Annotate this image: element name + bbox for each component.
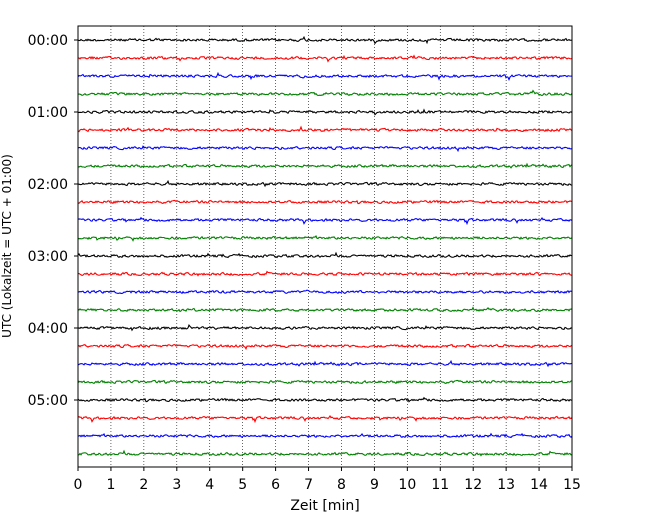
- y-tick-label: 02:00: [28, 177, 68, 193]
- trace-line: [77, 449, 573, 457]
- trace-line: [77, 35, 573, 45]
- trace-line: [77, 289, 573, 295]
- plot-frame: [77, 25, 573, 468]
- x-axis-ticks: 0 1 2 3 4 5 6 7 8 9 10 11 12 13 14 15: [74, 467, 581, 493]
- trace-line: [77, 54, 573, 63]
- y-axis-label: UTC (Lokalzeit = UTC + 01:00): [0, 154, 14, 338]
- trace-line: [77, 432, 573, 439]
- trace-line: [77, 179, 573, 188]
- y-tick-label: 03:00: [28, 249, 68, 265]
- y-tick-label: 00:00: [28, 33, 68, 49]
- trace-line: [77, 216, 573, 226]
- y-axis-ticks: 00:00 01:00 02:00 03:00 04:00 05:00: [28, 33, 78, 409]
- x-tick-label: 13: [497, 477, 515, 493]
- x-tick-label: 12: [464, 477, 482, 493]
- x-tick-label: 9: [370, 477, 379, 493]
- trace-line: [77, 108, 573, 116]
- trace-line: [77, 343, 573, 351]
- trace-line: [77, 306, 573, 313]
- x-tick-label: 8: [337, 477, 346, 493]
- trace-line: [77, 125, 573, 133]
- x-tick-label: 10: [398, 477, 416, 493]
- x-tick-label: 6: [271, 477, 280, 493]
- y-tick-label: 05:00: [28, 393, 68, 409]
- trace-line: [77, 414, 573, 424]
- trace-line: [77, 162, 573, 169]
- y-tick-label: 01:00: [28, 105, 68, 121]
- trace-line: [77, 145, 573, 153]
- x-tick-label: 14: [530, 477, 548, 493]
- x-tick-label: 5: [238, 477, 247, 493]
- plot-background: [78, 26, 572, 467]
- trace-line: [77, 396, 573, 403]
- seismic-traces: [77, 35, 573, 457]
- trace-line: [77, 234, 573, 242]
- trace-line: [77, 324, 573, 332]
- x-tick-label: 4: [205, 477, 214, 493]
- trace-line: [77, 379, 573, 385]
- x-tick-label: 15: [563, 477, 581, 493]
- trace-line: [77, 251, 573, 259]
- x-axis-label: Zeit [min]: [290, 498, 359, 514]
- x-tick-label: 1: [106, 477, 115, 493]
- y-tick-label: 04:00: [28, 321, 68, 337]
- x-tick-label: 11: [431, 477, 449, 493]
- trace-line: [77, 89, 573, 97]
- x-tick-label: 0: [74, 477, 83, 493]
- x-tick-label: 3: [172, 477, 181, 493]
- trace-line: [77, 199, 573, 205]
- trace-line: [77, 270, 573, 277]
- x-tick-label: 2: [139, 477, 148, 493]
- x-tick-label: 7: [304, 477, 313, 493]
- trace-line: [77, 359, 573, 368]
- trace-line: [77, 71, 573, 81]
